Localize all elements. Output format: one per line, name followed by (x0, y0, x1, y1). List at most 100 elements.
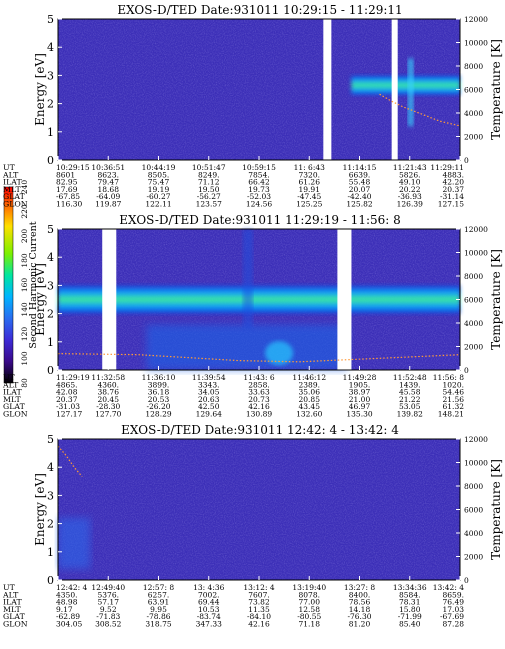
orbit-cell: 11:29:11 (430, 163, 464, 172)
y2-tick-label: 10000 (464, 249, 488, 258)
orbit-cell: 35.06 (299, 388, 321, 397)
orbit-cell: 12.58 (299, 605, 321, 614)
y2-tick-label: 10000 (464, 39, 488, 48)
orbit-cell: 8584. (399, 590, 420, 599)
spectrogram-panel-2: EXOS-D/TED Date:931011 11:29:19 - 11:56:… (2, 213, 503, 419)
orbit-cell: 71.18 (299, 620, 321, 629)
colorbar-label: Second Harmonic Current (28, 221, 39, 348)
orbit-cell: 8400. (349, 590, 370, 599)
panel-title: EXOS-D/TED Date:931011 10:29:15 - 11:29:… (117, 3, 402, 17)
y2-tick-label: 8000 (464, 272, 483, 281)
orbit-table: UT 10:29:15 10:36:51 10:44:19 10:51:47 10:59:… (2, 163, 464, 209)
orbit-cell: -31.03 (56, 402, 80, 411)
low-energy-enhancement (146, 324, 348, 370)
orbit-cell: 8078. (299, 590, 320, 599)
y2-tick-label: 4000 (464, 529, 483, 538)
orbit-row-label: MLT (3, 395, 22, 404)
orbit-cell: -62.89 (56, 612, 80, 621)
orbit-cell: 318.75 (145, 620, 171, 629)
orbit-cell: 10:51:47 (192, 163, 226, 172)
orbit-cell: 14.18 (349, 605, 371, 614)
orbit-cell: 11:29:19 (56, 373, 90, 382)
orbit-cell: 49.10 (399, 178, 421, 187)
y-tick-label: 2 (47, 308, 54, 321)
y-tick-label: 2 (47, 518, 54, 531)
y-axis-label: Energy [eV] (33, 53, 47, 126)
orbit-cell: 9.52 (100, 605, 117, 614)
orbit-cell: 20.63 (198, 395, 220, 404)
orbit-cell: 127.70 (95, 410, 121, 419)
orbit-cell: 42.20 (443, 178, 465, 187)
orbit-cell: 119.87 (95, 200, 121, 209)
y2-tick-label: 12000 (464, 15, 488, 24)
y2-tick-label: 10000 (464, 459, 488, 468)
orbit-cell: 10:29:15 (56, 163, 90, 172)
orbit-cell: 73.82 (248, 598, 270, 607)
orbit-row-label: GLON (3, 620, 28, 629)
orbit-cell: 19.91 (299, 185, 320, 194)
orbit-cell: 8659. (443, 590, 464, 599)
y-tick-label: 3 (47, 489, 54, 502)
orbit-row-label: ALT (2, 380, 19, 389)
orbit-cell: 4865. (56, 380, 77, 389)
y-axis-label: Energy [eV] (33, 263, 47, 336)
y-tick-label: 4 (47, 461, 54, 474)
orbit-cell: 20.45 (98, 395, 120, 404)
y-tick-label: 4 (47, 251, 54, 264)
orbit-cell: 11:56: 8 (433, 373, 465, 382)
orbit-cell: 127.17 (56, 410, 82, 419)
y-tick-label: 4 (47, 41, 54, 54)
orbit-cell: -64.09 (96, 192, 120, 201)
orbit-cell: 7320. (299, 170, 320, 179)
emission-band (58, 517, 91, 569)
orbit-cell: 34.05 (198, 388, 220, 397)
y-axis-label: Energy [eV] (33, 473, 47, 546)
orbit-cell: 81.20 (349, 620, 371, 629)
orbit-cell: -28.30 (96, 402, 120, 411)
orbit-cell: 48.98 (56, 598, 78, 607)
colorbar: 80 100 120 140 160 180 200 220 240 Second Harmon… (3, 180, 39, 388)
orbit-cell: 7854. (248, 170, 269, 179)
y-tick-label: 0 (47, 574, 54, 587)
orbit-cell: 8623. (98, 170, 119, 179)
orbit-cell: 11:43: 6 (243, 373, 275, 382)
orbit-cell: 10:36:51 (91, 163, 125, 172)
orbit-cell: 53.05 (399, 402, 421, 411)
y2-tick-label: 0 (464, 366, 469, 375)
orbit-cell: 11:39:54 (192, 373, 226, 382)
orbit-cell: 347.33 (196, 620, 222, 629)
orbit-cell: 11:52:48 (393, 373, 427, 382)
orbit-row-label: ALT (2, 590, 19, 599)
orbit-cell: 135.30 (346, 410, 372, 419)
panel-title: EXOS-D/TED Date:931011 11:29:19 - 11:56:… (119, 213, 401, 227)
orbit-cell: 61.26 (299, 178, 321, 187)
orbit-cell: -36.93 (398, 192, 422, 201)
orbit-cell: 36.18 (148, 388, 170, 397)
vertical-streak (242, 229, 253, 328)
orbit-cell: 11:49:28 (343, 373, 377, 382)
orbit-cell: 85.40 (399, 620, 421, 629)
y-tick-label: 5 (47, 13, 54, 26)
orbit-cell: 21.00 (349, 395, 371, 404)
orbit-row-label: MLT (3, 605, 22, 614)
orbit-cell: 42.08 (56, 388, 78, 397)
orbit-cell: -76.30 (347, 612, 371, 621)
orbit-cell: 13:42: 4 (433, 583, 465, 592)
orbit-row-label: UT (3, 373, 16, 382)
orbit-cell: 43.45 (299, 402, 321, 411)
orbit-cell: 20.53 (148, 395, 170, 404)
vertical-streak (407, 58, 414, 127)
orbit-cell: 10:59:15 (242, 163, 276, 172)
orbit-cell: 11:14:15 (343, 163, 377, 172)
orbit-cell: 57.17 (98, 598, 120, 607)
orbit-cell: 20.85 (299, 395, 321, 404)
orbit-cell: 63.91 (148, 598, 169, 607)
orbit-cell: 19.19 (148, 185, 170, 194)
orbit-cell: -71.99 (398, 612, 422, 621)
orbit-cell: 11:32:58 (91, 373, 125, 382)
orbit-cell: -42.40 (347, 192, 371, 201)
orbit-row-label: UT (3, 583, 16, 592)
y-tick-label: 3 (47, 279, 54, 292)
orbit-row-label: UT (3, 163, 16, 172)
orbit-cell: 13:12: 4 (243, 583, 275, 592)
